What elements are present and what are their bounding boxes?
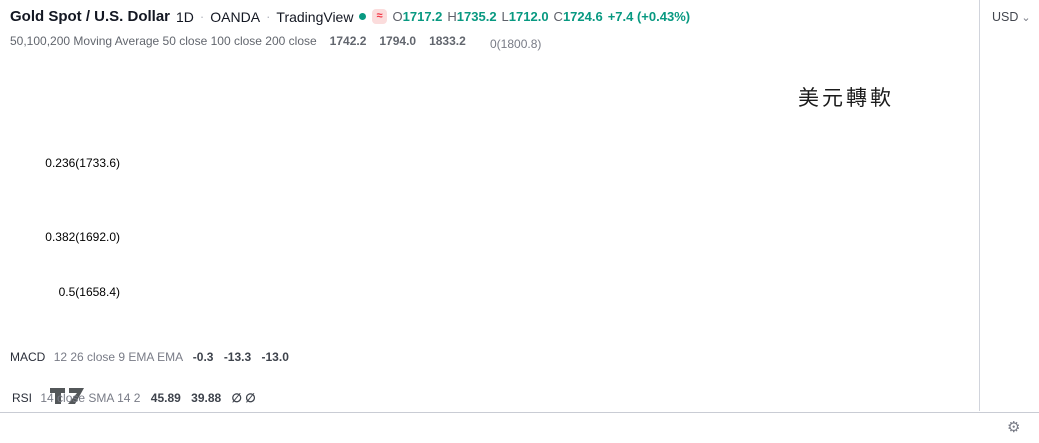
rsi-sma-value: 39.88 (191, 391, 222, 405)
fib-05-label[interactable]: 0.5(1658.4) (58, 285, 120, 299)
fib-0-label[interactable]: 0(1800.8) (490, 37, 542, 51)
macd-line-value: -13.3 (223, 350, 252, 364)
ma-indicator-legend[interactable]: 50,100,200 Moving Average 50 close 100 c… (10, 34, 466, 48)
ma100-value: 1794.0 (379, 34, 417, 48)
time-axis[interactable]: ⚙ (0, 412, 1039, 443)
fib-0236-label[interactable]: 0.236(1733.6) (45, 156, 120, 170)
chevron-down-icon: ⌄ (1021, 11, 1031, 24)
tradingview-logo-watermark (50, 388, 84, 404)
provider-label: TradingView (276, 8, 354, 25)
currency-label: USD (992, 10, 1019, 24)
rsi-extra-markers: ∅ ∅ (231, 391, 256, 405)
symbol-legend[interactable]: Gold Spot / U.S. Dollar 1D · OANDA · Tra… (10, 8, 690, 25)
exchange-label: OANDA (210, 8, 261, 25)
macd-hist-value: -0.3 (192, 350, 214, 364)
approx-values-icon: ≈ (372, 9, 387, 24)
change-value: +7.4 (+0.43%) (607, 9, 691, 24)
symbol-title: Gold Spot / U.S. Dollar (10, 8, 171, 25)
close-value: 1724.6 (562, 9, 603, 24)
market-status-icon (359, 13, 367, 20)
ma50-value: 1742.2 (329, 34, 367, 48)
macd-indicator-legend[interactable]: MACD 12 26 close 9 EMA EMA -0.3 -13.3 -1… (10, 350, 289, 364)
gear-icon[interactable]: ⚙ (1007, 419, 1021, 436)
open-value: 1717.2 (402, 9, 443, 24)
rsi-value: 45.89 (150, 391, 181, 405)
high-value: 1735.2 (456, 9, 497, 24)
ma200-value: 1833.2 (429, 34, 466, 48)
separator-dot: · (266, 9, 271, 24)
fib-0382-label[interactable]: 0.382(1692.0) (45, 230, 120, 244)
macd-params: 12 26 close 9 EMA EMA (53, 350, 183, 364)
macd-signal-value: -13.0 (261, 350, 289, 364)
separator-dot: · (199, 9, 205, 24)
rsi-name: RSI (12, 391, 33, 405)
low-value: 1712.0 (508, 9, 549, 24)
price-axis[interactable] (979, 0, 1039, 411)
rsi-params: 14 close SMA 14 2 (40, 391, 141, 405)
ohlc-values: O1717.2 H1735.2 L1712.0 C1724.6 +7.4 (+0… (392, 9, 691, 24)
currency-selector[interactable]: USD ⌄ (992, 10, 1031, 24)
ma-legend-label: 50,100,200 Moving Average 50 close 100 c… (10, 34, 317, 48)
rsi-indicator-legend[interactable]: RSI 14 close SMA 14 2 45.89 39.88 ∅ ∅ (12, 391, 256, 405)
macd-name: MACD (10, 350, 46, 364)
text-annotation-usd-softening[interactable]: 美元轉軟 (798, 87, 894, 110)
interval-label[interactable]: 1D (176, 8, 194, 25)
